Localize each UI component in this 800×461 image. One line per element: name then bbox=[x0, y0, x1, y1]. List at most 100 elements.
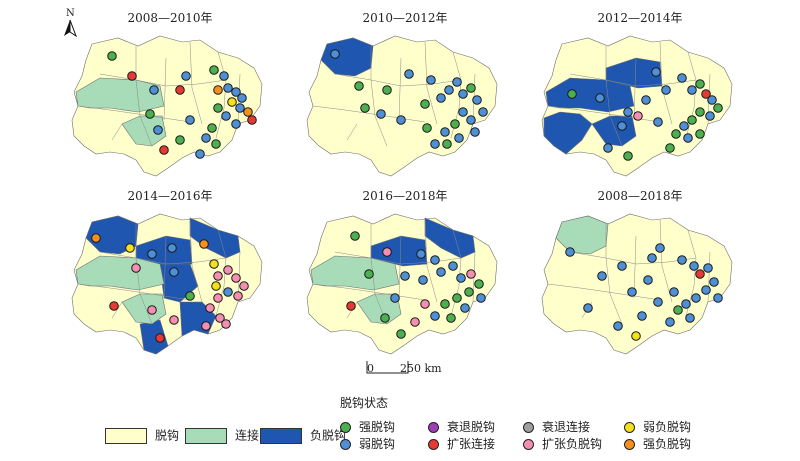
province-map bbox=[541, 213, 733, 355]
legend-dot bbox=[624, 439, 635, 450]
county-point bbox=[641, 95, 651, 105]
legend-item-weak-negative-decoupling: 弱负脱钩 bbox=[624, 420, 691, 434]
county-point bbox=[404, 69, 414, 79]
county-point bbox=[703, 263, 713, 273]
county-point bbox=[382, 85, 392, 95]
legend-item-recessive-coupling: 衰退连接 bbox=[523, 420, 590, 434]
county-point bbox=[239, 281, 249, 291]
county-point bbox=[155, 333, 165, 343]
map-panel: 2008—2018年 bbox=[510, 188, 770, 368]
county-boundary bbox=[424, 41, 438, 125]
county-point bbox=[713, 293, 723, 303]
province-map bbox=[306, 35, 498, 177]
legend-label: 强脱钩 bbox=[359, 420, 396, 434]
county-point bbox=[231, 87, 241, 97]
county-point bbox=[446, 313, 456, 323]
county-point bbox=[147, 249, 157, 259]
county-boundary bbox=[547, 283, 661, 301]
county-point bbox=[360, 103, 370, 113]
county-point bbox=[458, 89, 468, 99]
legend-swatch bbox=[105, 428, 147, 444]
county-point bbox=[330, 49, 340, 59]
county-point bbox=[713, 103, 723, 113]
county-boundary bbox=[111, 123, 123, 141]
county-point bbox=[231, 119, 241, 129]
county-point bbox=[376, 109, 386, 119]
county-point bbox=[637, 311, 647, 321]
county-point bbox=[231, 273, 241, 283]
county-point bbox=[422, 123, 432, 133]
county-point bbox=[452, 293, 462, 303]
county-point bbox=[627, 287, 637, 297]
legend-item-strong-decoupling: 强脱钩 bbox=[340, 420, 395, 434]
county-boundary bbox=[346, 123, 358, 141]
county-point bbox=[426, 75, 436, 85]
county-point bbox=[420, 99, 430, 109]
legend-item-expansive-coupling: 扩张连接 bbox=[428, 437, 495, 451]
legend-swatch bbox=[260, 428, 302, 444]
county-point bbox=[364, 269, 374, 279]
panel-title: 2016—2018年 bbox=[362, 189, 448, 203]
county-point bbox=[167, 243, 177, 253]
county-point bbox=[185, 115, 195, 125]
county-point bbox=[213, 271, 223, 281]
county-point bbox=[420, 299, 430, 309]
county-boundary bbox=[569, 73, 697, 87]
county-point bbox=[695, 79, 705, 89]
county-point bbox=[390, 293, 400, 303]
county-point bbox=[565, 247, 575, 257]
panel-title: 2008—2010年 bbox=[127, 11, 213, 25]
county-boundary bbox=[135, 46, 153, 147]
county-point bbox=[145, 109, 155, 119]
county-point bbox=[681, 299, 691, 309]
county-point bbox=[223, 287, 233, 297]
county-point bbox=[448, 261, 458, 271]
county-point bbox=[247, 115, 257, 125]
legend-item-decoupling: 脱钩 bbox=[105, 428, 179, 444]
county-point bbox=[669, 287, 679, 297]
county-point bbox=[350, 231, 360, 241]
legend-dot bbox=[624, 422, 635, 433]
county-point bbox=[440, 299, 450, 309]
county-point bbox=[687, 85, 697, 95]
county-point bbox=[478, 107, 488, 117]
county-point bbox=[673, 305, 683, 315]
county-point bbox=[456, 273, 466, 283]
map-panel: 2016—2018年 bbox=[275, 188, 535, 368]
county-point bbox=[444, 85, 454, 95]
county-point bbox=[430, 255, 440, 265]
county-point bbox=[440, 127, 450, 137]
legend-label: 衰退脱钩 bbox=[447, 420, 496, 434]
legend-label: 负脱钩 bbox=[310, 428, 347, 443]
county-boundary bbox=[312, 283, 426, 301]
legend-item-coupling: 连接 bbox=[185, 428, 259, 444]
county-point bbox=[209, 259, 219, 269]
map-panel: 2014—2016年 bbox=[40, 188, 300, 368]
county-point bbox=[454, 133, 464, 143]
county-point bbox=[354, 81, 364, 91]
county-boundary bbox=[685, 229, 697, 317]
county-boundary bbox=[99, 251, 227, 265]
county-point bbox=[127, 71, 137, 81]
county-point bbox=[380, 313, 390, 323]
county-point bbox=[233, 291, 243, 301]
north-arrow-icon bbox=[64, 19, 78, 38]
county-boundary bbox=[334, 251, 462, 265]
county-boundary bbox=[659, 219, 673, 303]
county-boundary bbox=[99, 73, 227, 87]
county-point bbox=[215, 313, 225, 323]
county-boundary bbox=[633, 57, 637, 121]
county-boundary bbox=[189, 219, 203, 303]
county-point bbox=[199, 239, 209, 249]
county-boundary bbox=[215, 51, 227, 139]
county-point bbox=[474, 279, 484, 289]
county-point bbox=[470, 127, 480, 137]
county-point bbox=[695, 269, 705, 279]
legend-item-expansive-negative-decoupling: 扩张负脱钩 bbox=[523, 437, 602, 451]
county-point bbox=[416, 249, 426, 259]
county-point bbox=[346, 301, 356, 311]
county-boundary bbox=[398, 235, 402, 299]
county-point bbox=[400, 271, 410, 281]
county-point bbox=[623, 107, 633, 117]
county-point bbox=[396, 115, 406, 125]
